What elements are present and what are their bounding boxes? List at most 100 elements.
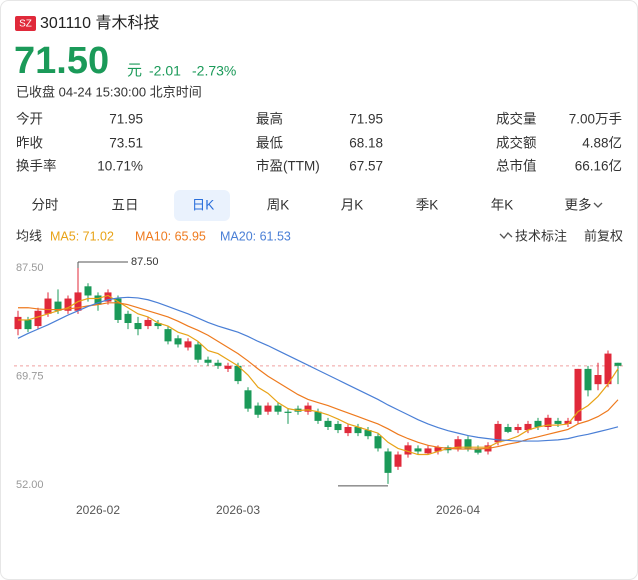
candle-body — [214, 362, 222, 366]
candle-body — [404, 445, 412, 455]
legend-entry: MA20: 61.53 — [220, 229, 291, 243]
candle-body — [614, 362, 622, 366]
candle-body — [264, 405, 272, 412]
candle-body — [94, 295, 102, 305]
candle-body — [384, 451, 392, 473]
ma-line — [18, 294, 619, 456]
tool[interactable]: 前复权 — [584, 228, 623, 243]
tab[interactable]: 年K — [491, 198, 514, 213]
tab[interactable]: 五日 — [112, 198, 139, 213]
candle-body — [114, 298, 122, 320]
tab[interactable]: 周K — [267, 198, 290, 213]
tool[interactable]: 技术标注 — [515, 228, 567, 243]
candle-body — [164, 329, 172, 342]
candle-body — [134, 323, 142, 330]
candle-body — [54, 301, 62, 311]
y-tick-label: 87.50 — [16, 262, 44, 274]
candle-body — [284, 411, 292, 413]
candle-body — [594, 375, 602, 385]
stat-label: 成交量 — [496, 111, 537, 127]
candle-body — [314, 411, 322, 421]
candle-body — [554, 420, 562, 424]
candle-body — [324, 420, 332, 427]
badge: SZ — [19, 19, 32, 30]
candle-body — [584, 368, 592, 391]
badge-bg — [15, 16, 36, 31]
stat-value: 71.95 — [109, 112, 143, 127]
legend-title: 均线 — [16, 228, 42, 243]
candle-body — [464, 439, 472, 449]
candle-body — [454, 439, 462, 449]
ma-line — [18, 302, 619, 450]
tab[interactable]: 分时 — [32, 198, 59, 213]
candle-body — [474, 448, 482, 453]
status: 已收盘 04-24 15:30:00 北京时间 — [16, 84, 202, 99]
candle-body — [514, 426, 522, 431]
candle-body — [254, 405, 262, 415]
stat-label: 昨收 — [16, 136, 43, 151]
stat-value: 4.88亿 — [582, 136, 622, 151]
stat-label: 最低 — [256, 136, 283, 151]
stat-value: 10.71% — [97, 159, 143, 174]
legend-entry: MA5: 71.02 — [50, 229, 114, 243]
candle-body — [34, 310, 42, 327]
stat-label: 市盈(TTM) — [256, 158, 320, 174]
tool-icon — [499, 232, 513, 239]
stat-label: 换手率 — [16, 158, 57, 174]
candle-body — [64, 298, 72, 311]
candle-body — [534, 420, 542, 427]
candle-body — [244, 390, 252, 409]
candle-body — [84, 286, 92, 296]
max-annotation: 87.50 — [131, 256, 159, 268]
candle-body — [504, 426, 512, 432]
candle-body — [344, 426, 352, 434]
tab-selected-bg — [174, 190, 230, 221]
stat-value: 73.51 — [109, 136, 143, 151]
change-pct: -2.73% — [192, 63, 236, 79]
tab[interactable]: 季K — [416, 198, 439, 213]
stat-label: 成交额 — [496, 135, 537, 151]
candle-body — [544, 417, 552, 427]
candle-body — [14, 316, 22, 330]
chevron — [593, 202, 603, 208]
candle-body — [234, 365, 242, 382]
candle-body — [24, 319, 32, 330]
candle-body — [224, 365, 232, 369]
change: -2.01 — [149, 63, 181, 79]
stat-value: 68.18 — [349, 136, 383, 151]
candle-body — [574, 368, 582, 421]
candle-body — [424, 448, 432, 454]
stat-value: 66.16亿 — [575, 159, 622, 174]
candle-body — [374, 436, 382, 449]
tab[interactable]: 更多 — [565, 197, 592, 213]
candle-body — [304, 405, 312, 412]
ma-line — [17, 296, 619, 442]
tab[interactable]: 月K — [341, 198, 364, 213]
candle-body — [604, 353, 612, 385]
candle-body — [124, 313, 132, 324]
stat-value: 71.95 — [349, 112, 383, 127]
legend-entry: MA10: 65.95 — [135, 229, 206, 243]
candle-body — [414, 448, 422, 452]
candle-body — [204, 359, 212, 363]
candle-body — [434, 447, 442, 452]
candle-body — [394, 454, 402, 467]
candle-body — [334, 423, 342, 431]
x-tick-label: 2026-02 — [76, 503, 120, 517]
stat-value: 67.57 — [349, 159, 383, 174]
stat-label: 今开 — [16, 112, 43, 127]
candle-body — [144, 319, 152, 327]
price: 71.50 — [14, 40, 109, 82]
candle-body — [274, 405, 282, 412]
stock-title: 301110 青木科技 — [40, 14, 159, 32]
candle-body — [184, 341, 192, 348]
y-tick-label: 69.75 — [16, 370, 44, 382]
x-tick-label: 2026-03 — [216, 503, 260, 517]
candle-body — [174, 338, 182, 345]
candle-body — [194, 344, 202, 360]
tab[interactable]: 日K — [192, 198, 215, 213]
stat-label: 总市值 — [496, 158, 537, 174]
x-tick-label: 2026-04 — [436, 503, 480, 517]
